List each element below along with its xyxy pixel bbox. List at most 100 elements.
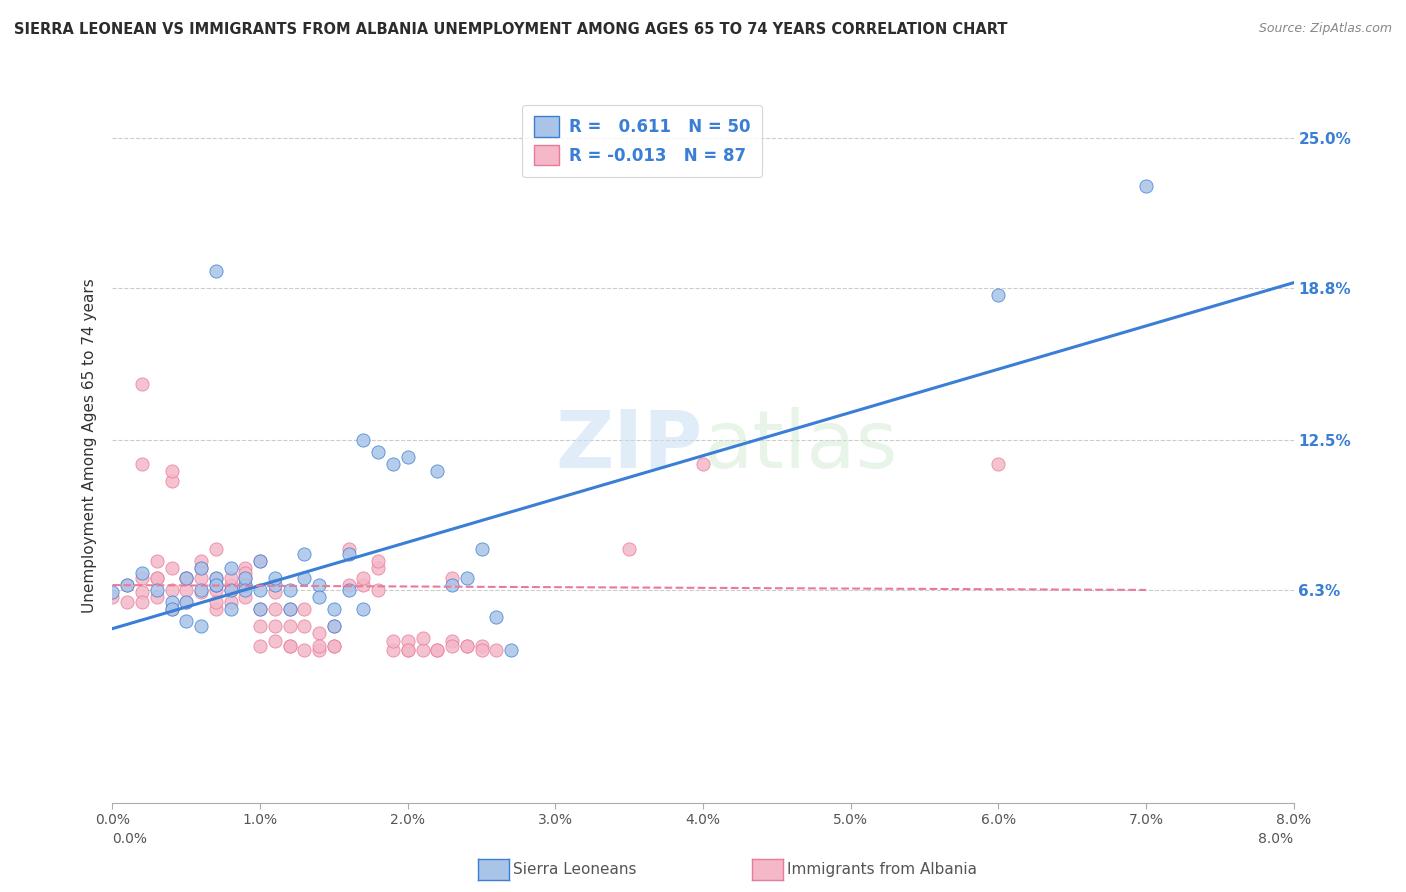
Point bbox=[619, 541, 641, 556]
Point bbox=[174, 615, 197, 629]
Point bbox=[117, 595, 138, 609]
Point bbox=[205, 541, 228, 556]
Point bbox=[278, 602, 301, 616]
Point bbox=[146, 590, 169, 604]
Point bbox=[264, 619, 287, 633]
Text: Sierra Leoneans: Sierra Leoneans bbox=[513, 863, 637, 877]
Point bbox=[131, 585, 153, 599]
Point bbox=[987, 288, 1010, 302]
Point bbox=[190, 571, 212, 585]
Point bbox=[471, 639, 494, 653]
Point bbox=[337, 582, 360, 597]
Point bbox=[264, 602, 287, 616]
Point bbox=[426, 643, 449, 657]
Point bbox=[233, 561, 256, 575]
Point bbox=[205, 582, 228, 597]
Point bbox=[501, 643, 523, 657]
Point bbox=[308, 643, 330, 657]
Point bbox=[987, 457, 1010, 471]
Point bbox=[308, 590, 330, 604]
Point bbox=[249, 554, 271, 568]
Point bbox=[190, 582, 212, 597]
Point bbox=[249, 639, 271, 653]
Point bbox=[352, 578, 374, 592]
Point bbox=[249, 582, 271, 597]
Text: 0.0%: 0.0% bbox=[112, 832, 148, 846]
Point bbox=[352, 571, 374, 585]
Point bbox=[233, 578, 256, 592]
Point bbox=[292, 643, 315, 657]
Point bbox=[160, 582, 183, 597]
Point bbox=[219, 578, 242, 592]
Point bbox=[219, 561, 242, 575]
Point bbox=[233, 582, 256, 597]
Point bbox=[174, 571, 197, 585]
Point bbox=[441, 639, 464, 653]
Point bbox=[441, 571, 464, 585]
Point bbox=[233, 590, 256, 604]
Point bbox=[471, 541, 494, 556]
Point bbox=[190, 585, 212, 599]
Point bbox=[219, 602, 242, 616]
Point bbox=[278, 639, 301, 653]
Point bbox=[292, 619, 315, 633]
Point bbox=[219, 571, 242, 585]
Point bbox=[441, 578, 464, 592]
Point bbox=[308, 578, 330, 592]
Point bbox=[352, 602, 374, 616]
Point bbox=[233, 571, 256, 585]
Point bbox=[308, 626, 330, 640]
Point bbox=[278, 582, 301, 597]
Point bbox=[205, 578, 228, 592]
Point bbox=[382, 633, 405, 648]
Point bbox=[249, 619, 271, 633]
Text: SIERRA LEONEAN VS IMMIGRANTS FROM ALBANIA UNEMPLOYMENT AMONG AGES 65 TO 74 YEARS: SIERRA LEONEAN VS IMMIGRANTS FROM ALBANI… bbox=[14, 22, 1008, 37]
Point bbox=[205, 578, 228, 592]
Point bbox=[160, 595, 183, 609]
Point bbox=[205, 595, 228, 609]
Point bbox=[485, 609, 508, 624]
Point bbox=[367, 561, 389, 575]
Point bbox=[441, 633, 464, 648]
Point bbox=[160, 602, 183, 616]
Point bbox=[117, 578, 138, 592]
Point bbox=[367, 445, 389, 459]
Point bbox=[485, 643, 508, 657]
Point bbox=[337, 541, 360, 556]
Point bbox=[190, 561, 212, 575]
Point bbox=[205, 571, 228, 585]
Point bbox=[396, 643, 419, 657]
Text: atlas: atlas bbox=[703, 407, 897, 485]
Point bbox=[323, 639, 346, 653]
Y-axis label: Unemployment Among Ages 65 to 74 years: Unemployment Among Ages 65 to 74 years bbox=[82, 278, 97, 614]
Point bbox=[117, 578, 138, 592]
Point bbox=[101, 590, 124, 604]
Point bbox=[692, 457, 714, 471]
Point bbox=[382, 457, 405, 471]
Point bbox=[174, 571, 197, 585]
Text: Source: ZipAtlas.com: Source: ZipAtlas.com bbox=[1258, 22, 1392, 36]
Point bbox=[337, 578, 360, 592]
Point bbox=[190, 561, 212, 575]
Text: Immigrants from Albania: Immigrants from Albania bbox=[787, 863, 977, 877]
Point bbox=[219, 595, 242, 609]
Point bbox=[233, 571, 256, 585]
Point bbox=[456, 639, 478, 653]
Point bbox=[190, 554, 212, 568]
Point bbox=[337, 547, 360, 561]
Point bbox=[396, 633, 419, 648]
Point bbox=[146, 582, 169, 597]
Point bbox=[352, 433, 374, 447]
Point bbox=[412, 643, 434, 657]
Point bbox=[160, 474, 183, 488]
Point bbox=[278, 619, 301, 633]
Point bbox=[101, 585, 124, 599]
Point bbox=[205, 263, 228, 277]
Point bbox=[160, 464, 183, 478]
Point bbox=[205, 602, 228, 616]
Point bbox=[249, 602, 271, 616]
Point bbox=[146, 571, 169, 585]
Point bbox=[160, 561, 183, 575]
Point bbox=[131, 566, 153, 580]
Point bbox=[278, 639, 301, 653]
